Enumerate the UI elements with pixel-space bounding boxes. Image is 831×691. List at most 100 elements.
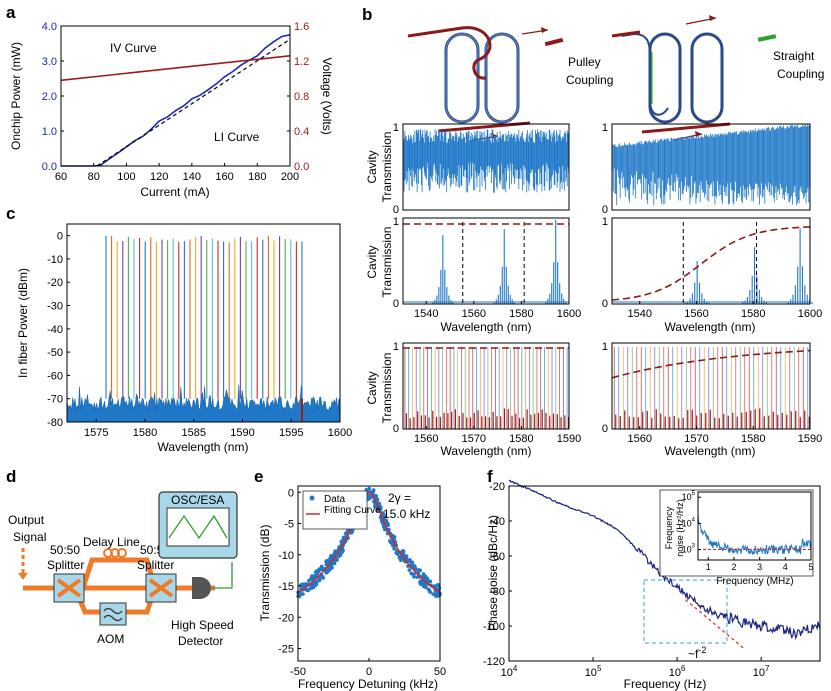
b-subplot-frame [611,123,811,211]
e-data-point [434,593,439,597]
panel-b-subplot-5: 1 0 1560 1570 1580 1590 [393,341,581,445]
panel-b-subplot-3: 1 0 1540 1560 1580 1600 [393,216,581,320]
c-xtick-label-0: 1575 [84,427,108,439]
b-xtick-label: 1540 [414,308,438,320]
inset-xtick-label-1: 2 [731,562,736,572]
b-row2-ylabel-line1: Cavity [365,245,379,278]
panel-a-ylabel: Onchip Power (mW) [9,42,23,150]
panel-c-xlabel: Wavelength (nm) [158,440,249,454]
e-data-point [326,569,331,573]
b-ytick-bottom: 0 [393,423,399,435]
c-ytick-label-8: -80 [47,417,63,429]
panel-d-setup-diagram: Output Signal Delay Line 50:50 Splitter … [8,491,238,648]
panel-a-li-iv-chart: 60 80 100 120 140 160 180 2000.01.02.03.04.00.0… [9,21,334,199]
e-data-point [428,579,433,584]
a-ytick-label-2: 2.0 [42,91,57,103]
panel-a-plot-area [60,34,291,167]
e-data-point [339,539,344,544]
panel-c-comb-spectrum: 1575 1580 1585 1590 1595 1600 0 -10 -20 -30 -40 -50… [16,223,352,454]
e-data-point [301,592,305,596]
aom-box [99,602,127,626]
e-data-point [341,548,345,553]
e-data-point [331,553,336,557]
panel-e-ylabel: Transmission (dB) [258,525,272,622]
osc-screen [166,507,230,547]
slope-label: ~f-2 [688,645,706,661]
c-ytick-label-3: -30 [47,301,63,313]
detector-icon [192,577,211,599]
panel-c-frame [66,223,341,423]
panel-a-series-0 [61,34,291,167]
a-xtick-label-4: 140 [183,171,201,183]
panel-a-xlabel: Current (mA) [140,185,209,199]
a-ytick-label-3: 3.0 [42,56,57,68]
b-ytick-top: 1 [602,341,608,353]
e-data-point [404,554,409,558]
inset-ytick-label-2: 103 [682,544,696,555]
e-data-point [407,559,412,563]
b-subplot-frame [402,342,570,430]
e-data-point [410,560,415,565]
c-xtick-label-1: 1580 [133,427,157,439]
panel-b-subplot-6: 1 0 1560 1570 1580 1590 [602,341,822,445]
panel-a-ticks: 60 80 100 120 140 160 180 2000.01.02.03.04.00.0… [42,21,310,183]
osc-esa-label: OSC/ESA [171,493,224,507]
e-data-point [389,540,394,545]
b-row2-right-xlabel: Wavelength (nm) [665,320,756,334]
splitter-left-ratio: 50:50 [50,543,80,557]
b-xtick-label: 1540 [627,308,651,320]
panel-c-plot-area [66,235,341,423]
output-signal-line1: Output [8,513,45,527]
pulley-coupling-line1: Pulley [568,55,601,69]
e-data-point [401,551,406,555]
a-ytick-label-4: 4.0 [42,21,57,33]
panel-f-ticks: 104 105 106 107 -20 -40 -60 -80 -100 -120 [483,481,770,679]
f-ytick-label-1: -40 [489,516,505,528]
straight-coupling-line2: Coupling [777,67,824,81]
f-slope-guide [685,599,745,650]
a-ytick-label-1: 1.0 [42,126,57,138]
panel-f-xlabel: Frequency (Hz) [624,677,707,691]
b-row3-right-xlabel: Wavelength (nm) [665,444,756,458]
c-noise-floor [66,384,341,423]
e-data-point [307,578,311,583]
inset-xlabel: Frequency (MHz) [716,576,793,587]
panel-c-ylabel: In fiber Power (dBm) [16,268,30,378]
b-xtick-label: 1560 [684,308,708,320]
b-xtick-label: 1580 [741,433,765,445]
e-data-point [386,523,390,527]
delay-line-label: Delay Line [83,535,140,549]
b-row3-ylabel-line1: Cavity [365,371,379,404]
e-ytick-label-2: -10 [278,550,294,562]
c-ytick-label-2: -20 [47,277,63,289]
inset-ylabel-line2: noise (Hz²/Hz) [675,499,685,557]
inset-trace [697,514,812,556]
b-ytick-bottom: 0 [393,204,399,216]
panel-a-y2label: Voltage (Volts) [320,57,334,134]
c-ytick-label-1: -10 [47,254,63,266]
c-ytick-label-0: 0 [57,231,63,243]
b-row3-left-xlabel: Wavelength (nm) [441,444,532,458]
e-data-point [315,570,320,574]
e-xtick-label-0: -50 [290,666,306,678]
a-y2tick-label-4: 1.6 [294,21,309,33]
b-ytick-bottom: 0 [602,204,608,216]
e-data-point [412,575,416,579]
f-xtick-label-1: 105 [585,664,602,679]
f-ytick-label-3: -80 [489,586,505,598]
e-ytick-label-4: -20 [278,612,294,624]
c-xtick-label-5: 1600 [328,427,352,439]
e-ytick-label-5: -25 [278,644,294,656]
legend-fit-label: Fitting Curve [324,505,381,516]
e-data-point [367,486,372,491]
panel-f-plot-area [508,479,821,650]
panel-f-frame [508,485,821,662]
straight-coupling-line1: Straight [773,49,815,63]
panel-label-e: e [254,467,263,486]
inset-xtick-label-2: 3 [757,562,762,572]
panel-a-series-2 [96,38,291,167]
c-ytick-label-6: -60 [47,370,63,382]
e-data-point [382,514,387,519]
inset-xtick-label-4: 5 [808,562,813,572]
b-xtick-label: 1600 [798,308,822,320]
